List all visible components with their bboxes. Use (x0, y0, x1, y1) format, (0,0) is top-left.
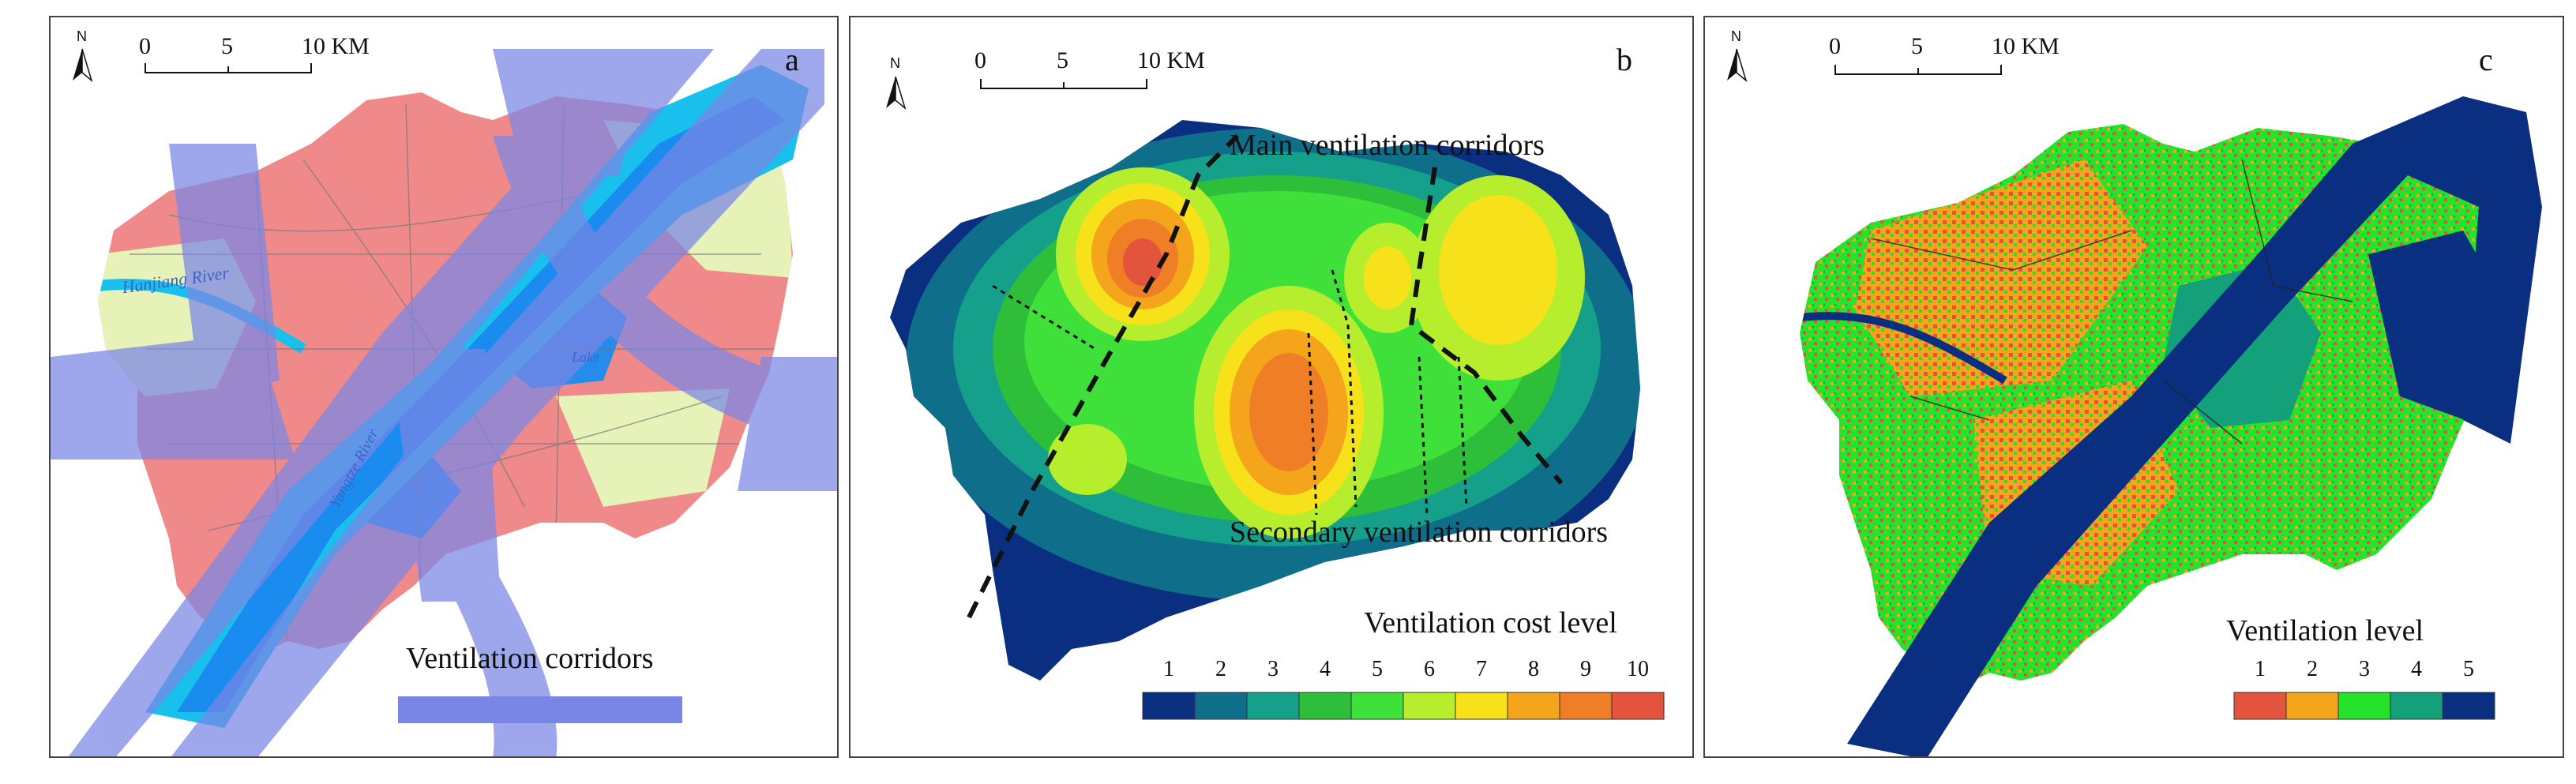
hotspot-c-9 (1249, 353, 1328, 471)
legend-level-3: 3 (1267, 657, 1279, 681)
panel-letter: c (2479, 42, 2493, 77)
ventilation-legend-bar (2233, 692, 2495, 720)
secondary-corridor-lines (992, 269, 1468, 516)
scale-tick-5: 5 (221, 33, 233, 59)
ventilation-corridors (51, 49, 837, 756)
legend-level-7: 7 (1476, 657, 1487, 681)
panel-letter: b (1617, 42, 1632, 77)
panel-b-cost-map: N 0 5 10 KM b Main ventilation corridors… (849, 16, 1694, 758)
hanjiang-river (1800, 312, 2007, 384)
legend-swatch-5 (2442, 692, 2495, 720)
scale-tick-10: 10 KM (302, 33, 370, 59)
legend-swatch-7 (1455, 692, 1508, 720)
legend-level-6: 6 (1424, 657, 1435, 681)
scale-tick-5: 5 (1911, 33, 1923, 59)
corridor-legend-swatch (398, 696, 682, 723)
north-arrow-icon (886, 76, 907, 111)
legend-level-2: 2 (2307, 657, 2318, 681)
north-arrow-icon (1727, 48, 1748, 83)
legend-swatch-4 (2390, 692, 2443, 720)
map-b-canvas (886, 76, 1665, 720)
scale-tick-10: 10 KM (1992, 33, 2060, 59)
corridor-northwest (169, 144, 280, 396)
main-corridors-label: Main ventilation corridors (1230, 129, 1545, 162)
scale-bar (980, 79, 1147, 89)
north-label: N (77, 28, 87, 44)
scale-tick-0: 0 (1829, 33, 1841, 59)
legend-level-2: 2 (1215, 657, 1226, 681)
secondary-corridors-label: Secondary ventilation corridors (1230, 516, 1609, 549)
hotspot-sw-6 (1048, 424, 1127, 495)
legend-level-3: 3 (2359, 657, 2370, 681)
scale-tick-5: 5 (1057, 47, 1068, 73)
scale-tick-10: 10 KM (1137, 47, 1205, 73)
scale-tick-0: 0 (139, 33, 151, 59)
legend-swatch-3 (2338, 692, 2391, 720)
corridor-main-ne (171, 49, 824, 756)
north-label: N (890, 55, 900, 71)
hotspot-small-7 (1364, 246, 1411, 309)
corridor-east-arc (493, 136, 837, 452)
green-area-south (556, 388, 730, 507)
legend-level-1: 1 (2255, 657, 2266, 681)
panel-c-ventilation-map: N 0 5 10 KM c Ventilation level 1 2 3 4 5 (1703, 16, 2564, 758)
cost-legend-title: Ventilation cost level (1364, 606, 1617, 640)
water-east (2368, 231, 2495, 428)
legend-level-5: 5 (2463, 657, 2474, 681)
hotspot-nw-10 (1123, 238, 1162, 286)
panel-a-corridor-map: N 0 5 10 KM a Hanjiang River Yangtze Riv… (49, 16, 839, 758)
yangtze-river-dark (177, 96, 785, 712)
legend-swatch-6 (1403, 692, 1456, 720)
lake-label: Lake (572, 349, 599, 365)
legend-swatch-2 (1194, 692, 1248, 720)
map-a-canvas (51, 48, 837, 756)
cost-legend-bar (1142, 692, 1665, 720)
legend-level-5: 5 (1372, 657, 1383, 681)
map-c-canvas (1727, 48, 2542, 756)
north-label: N (1731, 28, 1741, 44)
scale-tick-0: 0 (974, 47, 986, 73)
legend-swatch-8 (1507, 692, 1560, 720)
legend-level-9: 9 (1580, 657, 1591, 681)
legend-level-10: 10 (1627, 657, 1649, 681)
hotspot-e-7 (1439, 195, 1557, 345)
corridor-center-south (390, 349, 501, 602)
legend-swatch-4 (1298, 692, 1352, 720)
north-arrow-icon (73, 48, 93, 83)
legend-level-8: 8 (1528, 657, 1539, 681)
legend-level-1: 1 (1163, 657, 1174, 681)
scale-bar (1834, 65, 2002, 75)
panel-letter: a (785, 42, 799, 77)
legend-swatch-1 (1142, 692, 1196, 720)
ventilation-legend-title: Ventilation level (2226, 614, 2424, 647)
legend-level-4: 4 (1320, 657, 1331, 681)
yangtze-river (1847, 96, 2542, 756)
district-boundaries (1870, 159, 2353, 445)
legend-swatch-5 (1350, 692, 1404, 720)
legend-level-4: 4 (2411, 657, 2422, 681)
legend-swatch-2 (2285, 692, 2339, 720)
legend-swatch-9 (1559, 692, 1613, 720)
corridors-legend-label: Ventilation corridors (406, 642, 654, 675)
legend-swatch-1 (2233, 692, 2287, 720)
scale-bar (145, 63, 312, 73)
legend-swatch-3 (1246, 692, 1300, 720)
legend-swatch-10 (1611, 692, 1665, 720)
main-corridor-lines (967, 133, 1564, 619)
